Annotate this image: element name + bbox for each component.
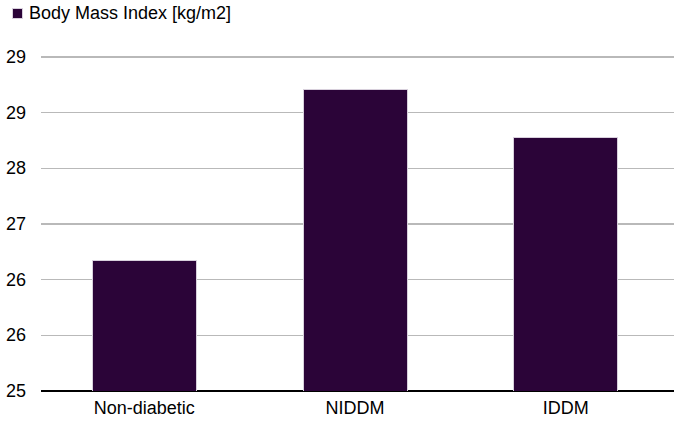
y-axis-tick-label: 26 xyxy=(2,269,26,291)
y-axis-tick-label: 26 xyxy=(2,324,26,346)
y-axis-tick-label: 25 xyxy=(2,380,26,402)
bmi-bar-chart: Body Mass Index [kg/m2] 29 29 28 27 26 26 25 No… xyxy=(0,0,676,427)
y-axis-tick-label: 28 xyxy=(2,157,26,179)
x-axis-label-niddm: NIDDM xyxy=(270,398,440,419)
chart-legend: Body Mass Index [kg/m2] xyxy=(12,2,231,24)
x-axis-label-iddm: IDDM xyxy=(481,398,651,419)
gridline xyxy=(41,56,674,58)
legend-swatch-icon xyxy=(12,8,23,19)
bar-non-diabetic xyxy=(92,260,197,391)
y-axis-tick-label: 27 xyxy=(2,213,26,235)
bar-niddm xyxy=(303,89,408,391)
x-axis-label-non-diabetic: Non-diabetic xyxy=(59,398,229,419)
bar-iddm xyxy=(513,137,618,391)
y-axis-tick-label: 29 xyxy=(2,46,26,68)
y-axis-tick-label: 29 xyxy=(2,102,26,124)
legend-label: Body Mass Index [kg/m2] xyxy=(29,2,231,24)
